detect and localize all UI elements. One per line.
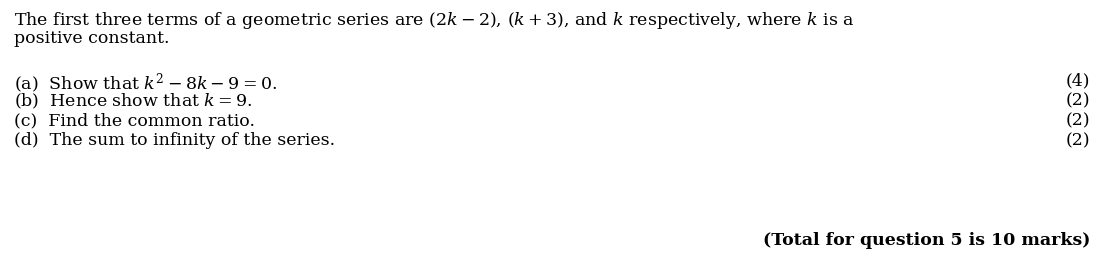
Text: The first three terms of a geometric series are $(2k-2)$, $(k+3)$, and $k$ respe: The first three terms of a geometric ser… bbox=[14, 10, 855, 31]
Text: (4): (4) bbox=[1066, 72, 1090, 89]
Text: (a)  Show that $k^2 - 8k - 9 = 0$.: (a) Show that $k^2 - 8k - 9 = 0$. bbox=[14, 72, 278, 96]
Text: (c)  Find the common ratio.: (c) Find the common ratio. bbox=[14, 112, 256, 129]
Text: (2): (2) bbox=[1066, 112, 1090, 129]
Text: (2): (2) bbox=[1066, 92, 1090, 109]
Text: (b)  Hence show that $k = 9$.: (b) Hence show that $k = 9$. bbox=[14, 92, 252, 111]
Text: (d)  The sum to infinity of the series.: (d) The sum to infinity of the series. bbox=[14, 132, 335, 149]
Text: (Total for question 5 is 10 marks): (Total for question 5 is 10 marks) bbox=[763, 232, 1090, 249]
Text: positive constant.: positive constant. bbox=[14, 30, 169, 47]
Text: (2): (2) bbox=[1066, 132, 1090, 149]
